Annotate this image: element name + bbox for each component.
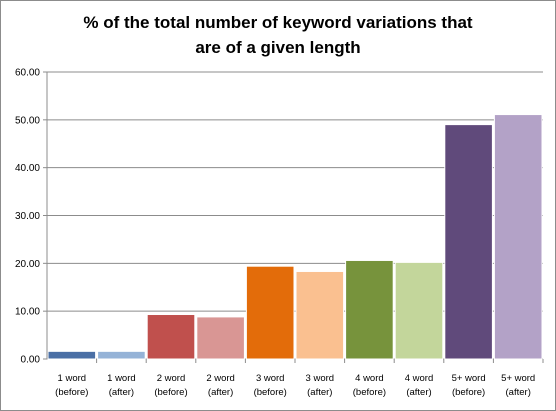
x-tick-label-line: (after) — [109, 387, 134, 398]
bar — [493, 114, 543, 360]
y-tick-label: 40.00 — [15, 163, 40, 174]
x-tick-label: 5+ word (after) — [501, 373, 535, 398]
x-tick-label-line: 1 word — [58, 373, 87, 384]
bar — [146, 314, 196, 360]
x-tick-label-line: 2 word — [206, 373, 235, 384]
y-tick-label: 60.00 — [15, 68, 40, 79]
bar — [394, 261, 444, 360]
x-tick-label: 5+ word (before) — [452, 373, 486, 398]
y-tick-label: 20.00 — [15, 259, 40, 270]
x-tick-label-line: (after) — [406, 387, 431, 398]
y-tick-label: 0.00 — [21, 355, 41, 366]
x-tick-label-line: (before) — [452, 387, 485, 398]
x-tick-label-line: 5+ word — [501, 373, 535, 384]
x-tick-label-line: (before) — [353, 387, 386, 398]
chart-title-line-1: % of the total number of keyword variati… — [83, 13, 473, 32]
x-tick-label: 2 word (before) — [154, 373, 187, 398]
x-tick-label-line: (after) — [506, 387, 531, 398]
y-tick-label: 10.00 — [15, 307, 40, 318]
x-tick-label: 3 word (before) — [254, 373, 287, 398]
bar — [47, 350, 97, 360]
bar — [295, 270, 345, 360]
x-tick-label: 1 word (before) — [55, 373, 88, 398]
x-tick-label-line: (before) — [154, 387, 187, 398]
x-tick-label: 1 word (after) — [107, 373, 136, 398]
x-tick-label-line: 3 word — [256, 373, 285, 384]
bar — [345, 259, 394, 360]
bar — [444, 124, 493, 360]
chart-title-line-2: are of a given length — [195, 38, 361, 57]
chart-title: % of the total number of keyword variati… — [20, 10, 536, 60]
x-tick-label-line: 5+ word — [452, 373, 486, 384]
bar — [196, 316, 245, 360]
x-tick-label-line: (before) — [254, 387, 287, 398]
x-tick-label: 3 word (after) — [306, 373, 335, 398]
x-tick-label: 4 word (before) — [353, 373, 386, 398]
x-tick-label-line: (after) — [307, 387, 332, 398]
x-tick-label-line: 4 word — [405, 373, 434, 384]
x-tick-label-line: (before) — [55, 387, 88, 398]
x-tick-label-line: 1 word — [107, 373, 136, 384]
x-tick-label: 4 word (after) — [405, 373, 434, 398]
x-tick-label-line: (after) — [208, 387, 233, 398]
y-tick-label: 30.00 — [15, 211, 40, 222]
bar — [245, 265, 295, 360]
bar — [97, 350, 146, 360]
x-tick-label: 2 word (after) — [206, 373, 235, 398]
x-tick-label-line: 3 word — [306, 373, 335, 384]
x-tick-label-line: 4 word — [355, 373, 384, 384]
x-tick-label-line: 2 word — [157, 373, 186, 384]
y-tick-label: 50.00 — [15, 115, 40, 126]
